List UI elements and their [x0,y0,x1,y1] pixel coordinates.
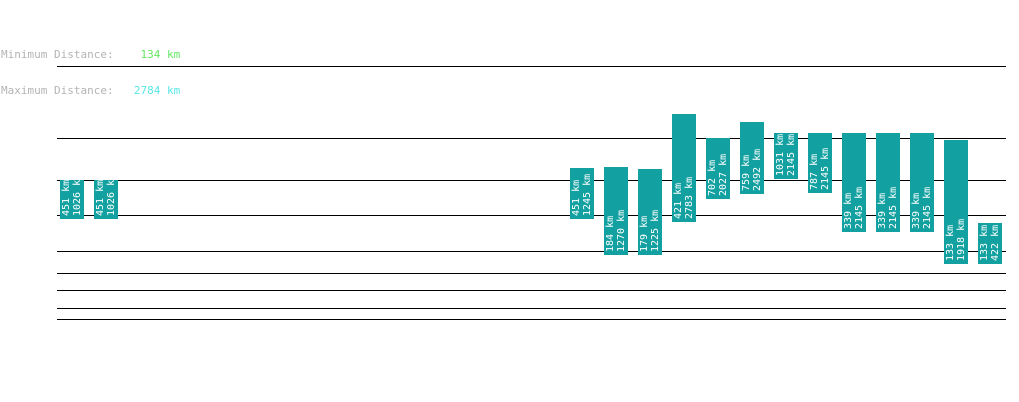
bar-min-label: 339 km [877,193,888,229]
bar [808,133,832,193]
bar-min-label: 133 km [945,225,956,261]
min-distance-value: 134 km [140,48,181,61]
bar [910,133,934,232]
bar [740,122,764,194]
bar-min-label: 787 km [809,154,820,190]
bar-min-label: 451 km [95,180,106,216]
bar-max-label: 1225 km [650,210,661,252]
bar-group: 184 km 1270 km [604,167,628,255]
bar-max-label: 1026 km [72,174,83,216]
bar-max-label: 2783 km [684,177,695,219]
bar-min-label: 1031 km [775,134,786,176]
bar-group: 421 km 2783 km [672,114,696,222]
bar [944,140,968,264]
bar-max-label: 422 km [990,225,1001,261]
bar-min-label: 339 km [843,193,854,229]
bar-min-label: 451 km [571,180,582,216]
bar-max-label: 2145 km [888,187,899,229]
bar-group: 339 km 2145 km [842,133,866,232]
bar-group: 339 km 2145 km [876,133,900,232]
bar [842,133,866,232]
distance-summary: Minimum Distance: 134 km Maximum Distanc… [1,25,180,109]
bar [60,180,84,219]
max-distance-label: Maximum Distance: [1,84,114,97]
bar-group: 451 km 1026 km [94,174,118,219]
bar-min-label: 179 km [639,216,650,252]
bar [672,114,696,222]
bar-group: 179 km 1225 km [638,169,662,255]
bar-min-label: 184 km [605,216,616,252]
bar-max-label: 2027 km [718,154,729,196]
bar [94,180,118,219]
bar-group: 451 km 1026 km [60,174,84,219]
bar [876,133,900,232]
bar-group: 451 km 1245 km [570,168,594,219]
min-distance-row: Minimum Distance: 134 km [1,49,180,61]
bar-min-label: 759 km [741,155,752,191]
bar-group: 133 km 1918 km [944,140,968,264]
bar-max-label: 1918 km [956,219,967,261]
max-distance-value: 2784 km [133,84,181,97]
bar [638,169,662,255]
bar-max-label: 2145 km [922,187,933,229]
min-distance-label: Minimum Distance: [1,48,114,61]
bar [604,167,628,255]
bar [774,133,798,179]
bar-min-label: 133 km [979,225,990,261]
bar-min-label: 339 km [911,193,922,229]
bars: 451 km 1026 km 451 km 1026 km 451 km 1245 km1… [60,114,1002,264]
bar-group: 133 km 422 km [978,223,1002,264]
bar [978,223,1002,264]
bar-max-label: 1245 km [582,174,593,216]
bar-min-label: 421 km [673,183,684,219]
bar-group: 759 km 2492 km [740,122,764,194]
bar-max-label: 1026 km [106,174,117,216]
max-distance-row: Maximum Distance: 2784 km [1,85,180,97]
bar-max-label: 2492 km [752,149,763,191]
bar-group: 1031 km 2145 km [774,133,798,179]
bar [570,168,594,219]
bar-min-label: 702 km [707,160,718,196]
bar-max-label: 2145 km [820,148,831,190]
bar-group: 702 km 2027 km [706,138,730,199]
bar [706,138,730,199]
gridlines [57,66,1006,320]
bar-group: 787 km 2145 km [808,133,832,193]
bar-max-label: 2145 km [854,187,865,229]
bar-max-label: 2145 km [786,134,797,176]
bar-max-label: 1270 km [616,210,627,252]
bar-group: 339 km 2145 km [910,133,934,232]
bar-min-label: 451 km [61,180,72,216]
